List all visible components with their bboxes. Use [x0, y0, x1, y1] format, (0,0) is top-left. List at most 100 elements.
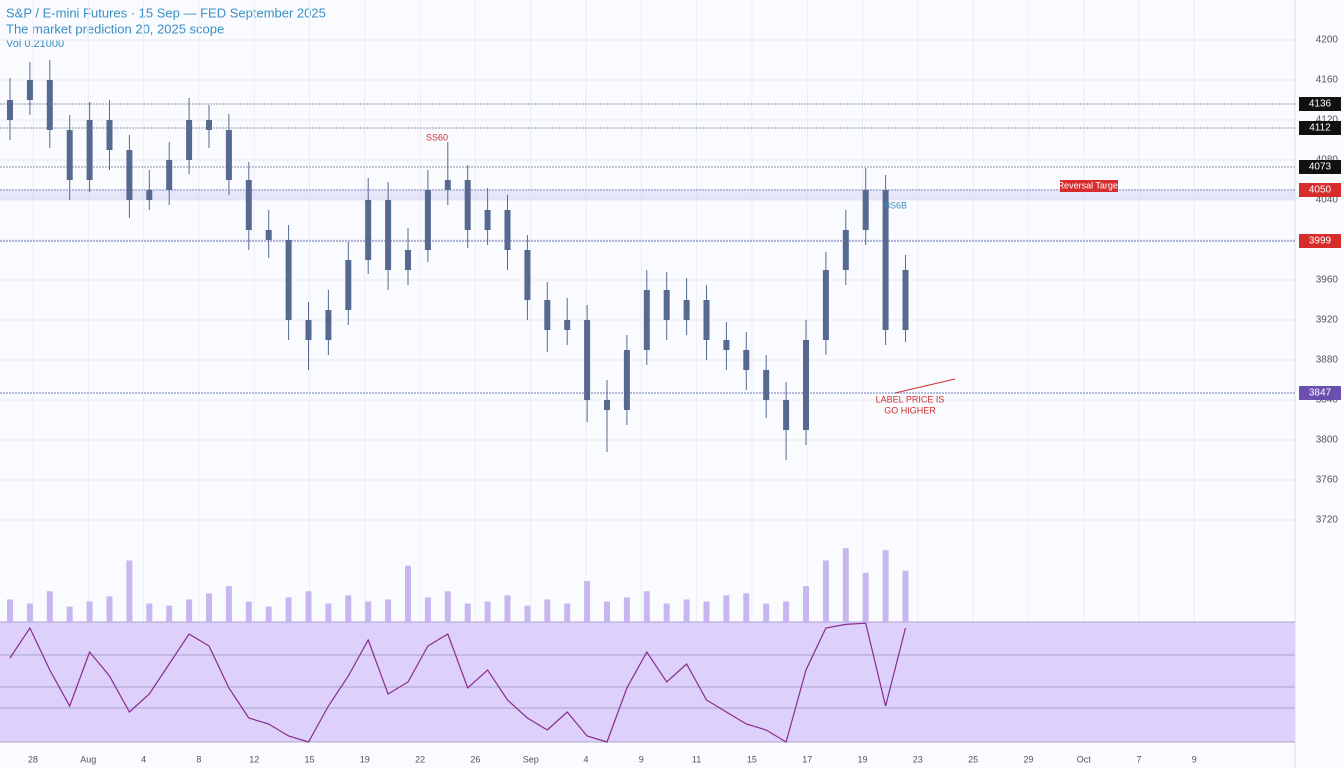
volume-bar — [285, 597, 292, 622]
volume-bar — [46, 591, 53, 622]
y-tick-label: 4160 — [1316, 75, 1339, 86]
volume-bar — [584, 581, 591, 622]
volume-bar — [464, 603, 471, 622]
annotation: GO HIGHER — [884, 405, 936, 415]
candle-body — [882, 190, 889, 330]
candle-body — [743, 350, 750, 370]
volume-bar — [265, 606, 272, 622]
chart-note: Vol 0.21000 — [6, 38, 64, 50]
level-box — [1299, 160, 1341, 174]
volume-bar — [146, 603, 153, 622]
x-tick-label: 19 — [857, 754, 867, 764]
volume-bar — [186, 599, 193, 622]
candle-body — [524, 250, 531, 300]
candle-body — [166, 160, 173, 190]
volume-bar — [524, 605, 531, 622]
candle-body — [643, 290, 650, 350]
x-tick-label: 28 — [28, 754, 38, 764]
candle-body — [703, 300, 710, 340]
level-box — [1299, 97, 1341, 111]
candle-body — [245, 180, 252, 230]
volume-bar — [643, 591, 650, 622]
volume-bar — [842, 548, 849, 622]
candle-body — [7, 100, 13, 120]
highlight-band — [0, 190, 1295, 200]
volume-bar — [66, 606, 73, 622]
level-box — [1299, 183, 1341, 197]
candle-body — [584, 320, 591, 400]
oscillator-line — [9, 622, 907, 743]
annotation-arrow — [894, 378, 956, 394]
volume-bar — [504, 595, 511, 622]
volume-bar — [703, 601, 710, 622]
candle-body — [106, 120, 113, 150]
y-tick-label: 3720 — [1316, 515, 1339, 526]
volume-bar — [7, 599, 13, 622]
volume-bar — [385, 599, 392, 622]
level-box — [1299, 121, 1341, 135]
volume-bar — [902, 570, 909, 622]
candle-body — [325, 310, 332, 340]
candle-body — [484, 210, 491, 230]
candle-body — [504, 210, 511, 250]
candle-body — [663, 290, 670, 320]
y-tick-label: 4040 — [1316, 195, 1339, 206]
candle-body — [26, 80, 33, 100]
volume-bar — [444, 591, 451, 622]
volume-bar — [126, 560, 133, 622]
x-tick-label: 4 — [141, 754, 146, 764]
candle-body — [305, 320, 312, 340]
x-tick-label: 15 — [747, 754, 757, 764]
annotation: Reversal Target — [1058, 180, 1121, 190]
candle-body — [842, 230, 849, 270]
annotation: SS60 — [426, 132, 448, 142]
x-tick-label: Sep — [523, 754, 539, 764]
x-tick-label: 9 — [639, 754, 644, 764]
candle-body — [544, 300, 551, 330]
candle-body — [265, 230, 272, 240]
volume-bar — [484, 601, 491, 622]
y-tick-label: 4200 — [1316, 35, 1339, 46]
volume-bar — [424, 597, 431, 622]
level-box — [1299, 234, 1341, 248]
candle-body — [206, 120, 212, 130]
candle-body — [763, 370, 770, 400]
x-tick-label: 19 — [360, 754, 370, 764]
level-label: 3999 — [1309, 236, 1332, 247]
volume-bar — [206, 593, 212, 622]
volume-bar — [862, 572, 869, 622]
volume-bar — [544, 599, 551, 622]
volume-bar — [723, 595, 730, 622]
x-tick-label: 29 — [1023, 754, 1033, 764]
annotation: 8S6B — [885, 200, 907, 210]
level-label: 4050 — [1309, 185, 1332, 196]
candle-body — [66, 130, 73, 180]
volume-bar — [225, 586, 232, 622]
volume-bar — [783, 601, 790, 622]
y-tick-label: 3840 — [1316, 395, 1339, 406]
x-tick-label: 9 — [1192, 754, 1197, 764]
volume-bar — [564, 603, 571, 622]
y-tick-label: 3880 — [1316, 355, 1339, 366]
x-tick-label: 23 — [913, 754, 923, 764]
oscillator-fill — [0, 622, 1295, 742]
volume-bar — [245, 601, 252, 622]
x-tick-label: 15 — [304, 754, 314, 764]
x-tick-label: 22 — [415, 754, 425, 764]
volume-bar — [663, 603, 670, 622]
x-tick-label: 11 — [692, 754, 701, 764]
level-label: 4073 — [1309, 162, 1332, 173]
chart-subtitle: The market prediction 20, 2025 scope — [6, 21, 224, 36]
candle-body — [604, 400, 610, 410]
level-label: 4112 — [1309, 123, 1331, 134]
x-tick-label: Oct — [1077, 754, 1092, 764]
volume-bar — [882, 550, 889, 622]
volume-bar — [604, 601, 610, 622]
candle-body — [464, 180, 471, 230]
candle-body — [444, 180, 451, 190]
candle-body — [225, 130, 232, 180]
x-tick-label: 25 — [968, 754, 978, 764]
y-tick-label: 3760 — [1316, 475, 1339, 486]
candle-body — [783, 400, 790, 430]
